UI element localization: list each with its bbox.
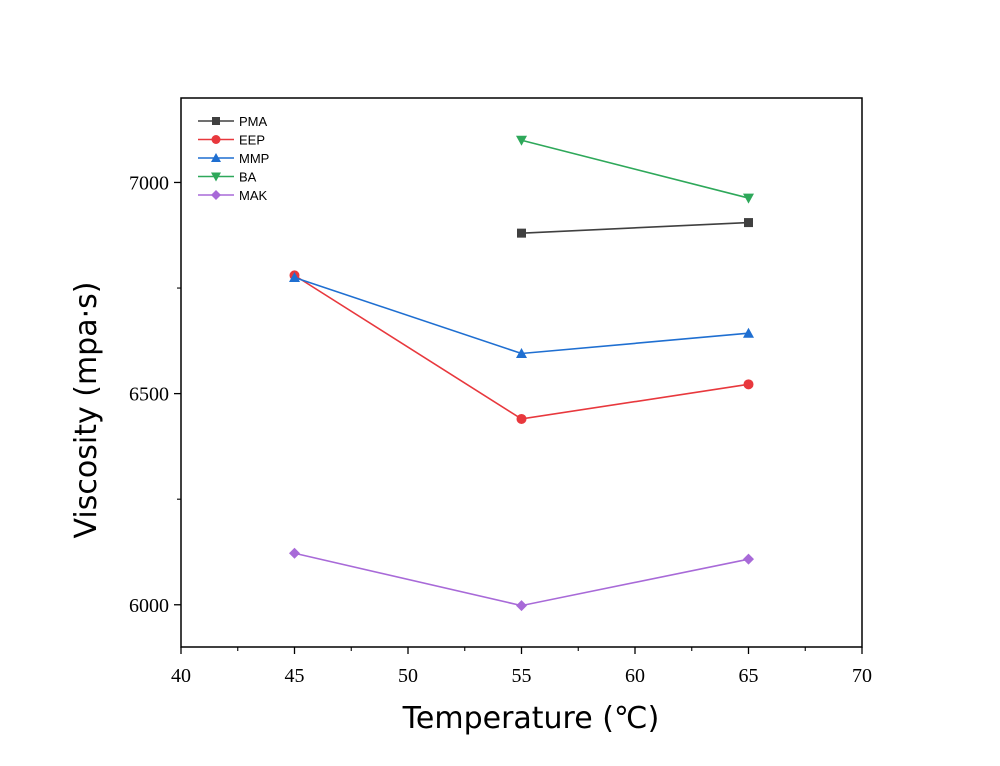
legend-marker-pma bbox=[212, 117, 220, 125]
legend-item-mak: MAK bbox=[198, 188, 268, 203]
series-eep bbox=[289, 270, 754, 424]
data-point-mak bbox=[516, 600, 527, 612]
legend-item-ba: BA bbox=[198, 170, 257, 185]
series-line-ba bbox=[521, 139, 749, 199]
x-tick-label: 70 bbox=[852, 665, 872, 687]
legend-label-pma: PMA bbox=[239, 114, 268, 129]
x-axis-title: Temperature (℃) bbox=[402, 701, 660, 736]
x-tick-label: 45 bbox=[285, 665, 305, 687]
data-point-mmp bbox=[289, 271, 300, 282]
data-point-ba bbox=[516, 135, 527, 146]
data-point-pma bbox=[744, 218, 753, 228]
data-point-mmp bbox=[743, 327, 754, 338]
data-point-eep bbox=[743, 379, 754, 390]
legend-marker-mmp bbox=[211, 153, 221, 162]
y-axis-title: Viscosity (mpa·s) bbox=[69, 282, 104, 539]
y-tick-label: 7000 bbox=[129, 172, 169, 194]
legend-label-ba: BA bbox=[239, 170, 257, 185]
legend-label-mmp: MMP bbox=[239, 151, 269, 166]
data-point-mak bbox=[743, 553, 754, 565]
x-tick-label: 65 bbox=[739, 665, 759, 687]
legend-marker-eep bbox=[211, 135, 221, 144]
data-point-ba bbox=[743, 193, 754, 204]
legend-marker-ba bbox=[211, 172, 221, 182]
y-tick-label: 6000 bbox=[129, 595, 169, 617]
axis-ticks: 40 45 50 55 60 65 70 6000 6500 7000 bbox=[129, 172, 872, 687]
plot-frame bbox=[180, 97, 863, 648]
data-point-mmp bbox=[516, 347, 527, 358]
series-mmp bbox=[289, 271, 754, 358]
legend-label-eep: EEP bbox=[239, 133, 265, 148]
series-line-eep bbox=[294, 274, 749, 420]
data-point-mak bbox=[289, 547, 300, 559]
data-point-pma bbox=[517, 228, 526, 238]
series-line-mak bbox=[294, 552, 749, 607]
series-layer bbox=[289, 135, 754, 612]
series-pma bbox=[517, 218, 753, 238]
y-tick-label: 6500 bbox=[129, 384, 169, 406]
series-line-mmp bbox=[294, 276, 749, 355]
series-mak bbox=[289, 547, 754, 612]
legend-marker-mak bbox=[211, 190, 221, 200]
legend-item-eep: EEP bbox=[198, 133, 265, 148]
x-tick-label: 55 bbox=[512, 665, 532, 687]
series-ba bbox=[516, 135, 754, 204]
x-tick-label: 60 bbox=[625, 665, 645, 687]
series-line-pma bbox=[521, 221, 749, 234]
legend-label-mak: MAK bbox=[239, 188, 268, 203]
legend-item-pma: PMA bbox=[198, 114, 268, 129]
x-tick-label: 50 bbox=[398, 665, 418, 687]
legend-item-mmp: MMP bbox=[198, 151, 269, 166]
x-tick-label: 40 bbox=[171, 665, 191, 687]
data-point-eep bbox=[516, 413, 527, 424]
legend: PMA EEP MMP BA MAK bbox=[198, 114, 269, 203]
